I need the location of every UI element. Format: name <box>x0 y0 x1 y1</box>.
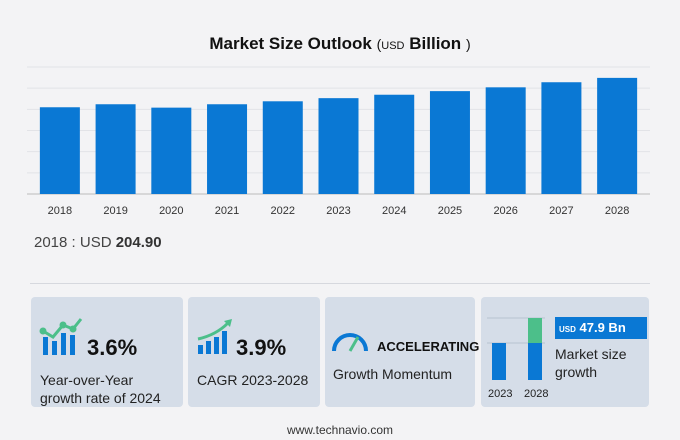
market-growth-label: Market size growth <box>555 346 627 380</box>
momentum-card: ACCELERATING Growth Momentum <box>325 297 479 407</box>
yoy-card: 3.6% Year-over-Year growth rate of 2024 <box>31 297 183 407</box>
x-tick-label: 2022 <box>271 205 295 217</box>
yoy-value: 3.6% <box>87 335 138 360</box>
cagr-card: 3.9% CAGR 2023-2028 <box>188 297 320 407</box>
bar-2027 <box>541 82 582 194</box>
x-tick-label: 2020 <box>159 205 183 217</box>
year-start: 2023 <box>488 388 513 400</box>
yoy-label: Year-over-Year growth rate of 2024 <box>40 372 161 406</box>
x-tick-label: 2018 <box>48 205 72 217</box>
x-tick-label: 2019 <box>103 205 127 217</box>
cagr-label: CAGR 2023-2028 <box>197 372 309 388</box>
bar-2026 <box>485 87 526 194</box>
cagr-value: 3.9% <box>236 335 287 360</box>
chart-title: Market Size Outlook (USD Billion ) <box>209 34 471 53</box>
growth-chart-icon <box>39 318 83 355</box>
market-growth-card: 2023 2028 Market size growth <box>481 297 649 407</box>
speedometer-icon <box>332 333 368 352</box>
bar-2022 <box>262 101 303 194</box>
x-tick-label: 2021 <box>215 205 239 217</box>
bar-2023 <box>318 98 359 194</box>
divider <box>30 283 650 284</box>
bar-2020 <box>151 107 192 194</box>
bar-2028 <box>528 343 542 380</box>
x-tick-label: 2027 <box>549 205 573 217</box>
bar-2018 <box>39 107 80 194</box>
x-tick-label: 2025 <box>438 205 462 217</box>
bar-2021 <box>207 104 248 194</box>
bar-2028-growth <box>528 318 542 343</box>
x-tick-label: 2026 <box>493 205 517 217</box>
growth-badge: USD 47.9 Bn <box>555 317 647 339</box>
x-tick-label: 2024 <box>382 205 406 217</box>
x-tick-label: 2028 <box>605 205 629 217</box>
momentum-value: ACCELERATING <box>377 339 480 354</box>
growth-mini-chart <box>487 317 545 380</box>
bar-2028 <box>597 77 638 194</box>
x-tick-label: 2023 <box>326 205 350 217</box>
footer-url: www.technavio.com <box>286 423 394 437</box>
year-end: 2028 <box>524 388 549 400</box>
momentum-label: Growth Momentum <box>333 366 453 382</box>
growth-arrow-icon <box>197 319 232 354</box>
bar-2019 <box>95 104 136 194</box>
bar-2025 <box>429 91 470 194</box>
bar-2023 <box>492 343 506 380</box>
bar-2024 <box>374 94 415 194</box>
bar-chart: 2018 2019 2020 2021 2022 2023 2024 2025 2026 2027… <box>27 66 650 217</box>
base-year-value: 2018 : USD 204.90 <box>34 234 162 251</box>
